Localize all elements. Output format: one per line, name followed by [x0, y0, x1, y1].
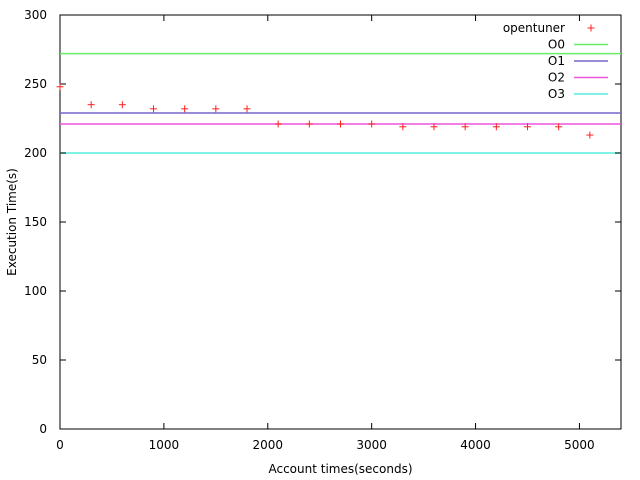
x-tick-label: 5000	[564, 438, 595, 452]
legend-label: O0	[548, 38, 565, 52]
legend-label: O3	[548, 87, 565, 101]
data-point	[274, 120, 282, 128]
data-point	[586, 131, 594, 139]
legend-swatch	[587, 24, 595, 32]
data-point	[399, 123, 407, 131]
data-point	[524, 123, 531, 131]
y-tick-label: 150	[24, 215, 47, 229]
y-tick-label: 250	[24, 77, 47, 91]
legend-label: opentuner	[503, 21, 565, 35]
x-tick-label: 2000	[253, 438, 284, 452]
axis-ticks: 0 1000 2000 3000 4000 5000 0 50 100 150 200 250 300	[24, 8, 621, 452]
y-tick-label: 0	[39, 422, 47, 436]
y-tick-label: 200	[24, 146, 47, 160]
x-tick-label: 1000	[149, 438, 180, 452]
data-point	[212, 105, 220, 113]
legend-label: O2	[548, 71, 565, 85]
data-point	[181, 105, 189, 113]
data-point	[430, 123, 438, 131]
data-point	[555, 123, 563, 131]
y-tick-label: 100	[24, 284, 47, 298]
series-points	[56, 83, 594, 139]
data-point	[461, 123, 469, 131]
x-tick-label: 3000	[356, 438, 387, 452]
data-point	[56, 83, 64, 91]
data-point	[243, 105, 251, 113]
data-point	[492, 123, 500, 131]
legend: opentuner O0 O1 O2 O3	[503, 21, 608, 101]
data-point	[368, 120, 376, 128]
data-point	[150, 105, 157, 113]
y-tick-label: 50	[32, 353, 47, 367]
legend-label: O1	[548, 54, 565, 68]
y-axis-title: Execution Time(s)	[5, 168, 19, 276]
x-tick-label: 0	[56, 438, 64, 452]
data-point	[87, 101, 95, 109]
data-point	[118, 101, 126, 109]
data-point	[337, 120, 344, 128]
x-tick-label: 4000	[460, 438, 491, 452]
data-point	[305, 120, 313, 128]
y-tick-label: 300	[24, 8, 47, 22]
x-axis-title: Account times(seconds)	[268, 462, 412, 476]
